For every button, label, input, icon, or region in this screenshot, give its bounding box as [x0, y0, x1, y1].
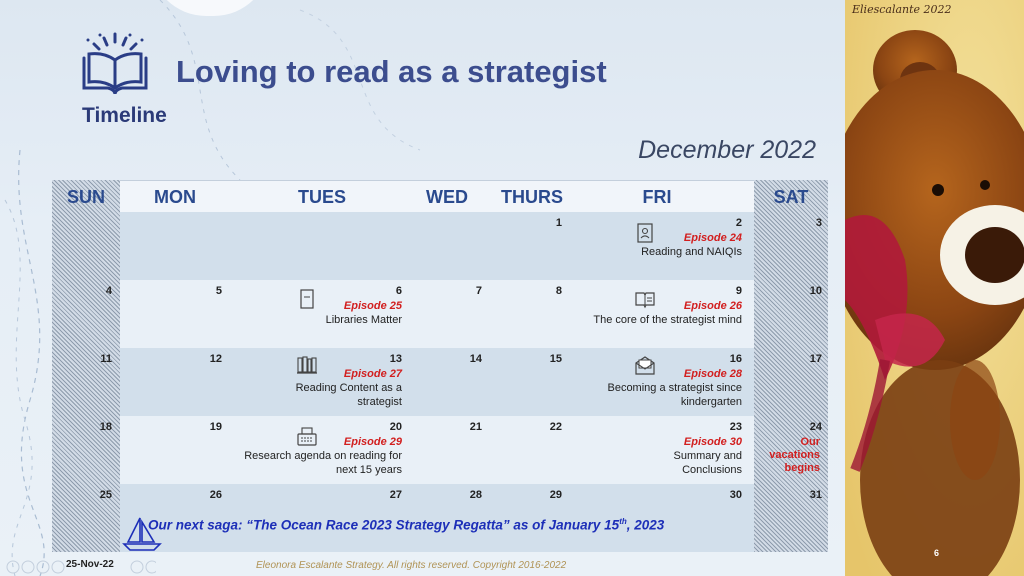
day-21: 21	[469, 421, 482, 433]
episode-title: The core of the strategist mind	[593, 314, 742, 326]
day-2: 2	[735, 217, 742, 229]
slideshow-controls[interactable]	[6, 560, 156, 574]
decorative-circle	[150, 0, 270, 16]
library-books-icon	[297, 356, 317, 374]
open-book-logo-icon	[82, 32, 148, 95]
day-25: 25	[99, 489, 112, 501]
episode-label: Episode 24	[683, 232, 742, 244]
document-icon	[300, 289, 314, 309]
day-7: 7	[475, 285, 482, 297]
saga-text-end: , 2023	[626, 517, 665, 533]
day-31: 31	[809, 489, 822, 501]
header-sat: SAT	[773, 187, 809, 207]
day-14: 14	[469, 353, 482, 365]
calendar-header-band	[120, 180, 754, 212]
day-15: 15	[549, 353, 562, 365]
episode-label: Episode 28	[683, 368, 742, 380]
week-row-2	[120, 280, 754, 348]
envelope-letter-icon	[635, 356, 655, 375]
saga-superscript: th	[619, 517, 627, 526]
header-mon: MON	[154, 187, 196, 207]
episode-title: Reading Content as a strategist	[295, 382, 402, 408]
header-thurs: THURS	[501, 187, 563, 207]
day-17: 17	[809, 353, 822, 365]
day-24: 24	[809, 421, 822, 433]
day-16: 16	[729, 353, 742, 365]
episode-label: Episode 25	[343, 300, 402, 312]
event-episode-24: Episode 24 Reading and NAIQIs	[592, 231, 742, 259]
calendar-month: December 2022	[638, 136, 816, 164]
episode-label: Episode 30	[683, 436, 742, 448]
day-18: 18	[99, 421, 112, 433]
event-episode-26: Episode 26 The core of the strategist mi…	[582, 299, 742, 327]
day-28: 28	[469, 489, 482, 501]
calendar: SUN MON TUES WED THURS FRI SAT 1 2 3 4 5…	[52, 180, 828, 552]
day-8: 8	[555, 285, 562, 297]
id-card-icon	[637, 223, 653, 243]
sailboat-icon	[122, 517, 162, 551]
event-episode-25: Episode 25 Libraries Matter	[252, 299, 402, 327]
day-19: 19	[209, 421, 222, 433]
episode-title: Libraries Matter	[325, 314, 402, 326]
saga-text: Our next saga: “The Ocean Race 2023 Stra…	[148, 517, 620, 533]
episode-title: Research agenda on reading for next 15 y…	[244, 450, 402, 476]
page-title: Loving to read as a strategist	[176, 54, 607, 89]
day-9: 9	[735, 285, 742, 297]
week-row-1	[120, 212, 754, 280]
day-27: 27	[389, 489, 402, 501]
typewriter-icon	[297, 427, 317, 446]
footer-date: 25-Nov-22	[66, 559, 114, 570]
vacation-note: Our vacations begins	[769, 436, 820, 474]
day-10: 10	[809, 285, 822, 297]
event-episode-30: Episode 30 Summary and Conclusions	[632, 435, 742, 477]
day-30: 30	[729, 489, 742, 501]
episode-title: Becoming a strategist since kindergarten	[607, 382, 742, 408]
week-row-4	[120, 416, 754, 484]
painting-signature: Eliescalante 2022	[852, 3, 952, 16]
day-23: 23	[729, 421, 742, 433]
header-sun: SUN	[66, 187, 105, 207]
next-saga-announcement: Our next saga: “The Ocean Race 2023 Stra…	[148, 517, 664, 533]
episode-title: Reading and NAIQIs	[641, 246, 742, 258]
day-22: 22	[549, 421, 562, 433]
episode-label: Episode 29	[343, 436, 402, 448]
open-book-icon	[635, 292, 655, 309]
day-26: 26	[209, 489, 222, 501]
day-20: 20	[389, 421, 402, 433]
week-row-5	[120, 484, 754, 552]
day-4: 4	[105, 285, 112, 297]
day-1: 1	[555, 217, 562, 229]
event-episode-27: Episode 27 Reading Content as a strategi…	[252, 367, 402, 409]
saturday-column	[754, 180, 828, 552]
teddy-bear-painting	[845, 0, 1024, 576]
header-wed: WED	[426, 187, 468, 207]
day-3: 3	[815, 217, 822, 229]
page-subtitle: Timeline	[82, 104, 167, 127]
day-6: 6	[395, 285, 402, 297]
event-episode-28: Episode 28 Becoming a strategist since k…	[582, 367, 742, 409]
footer-copyright: Eleonora Escalante Strategy. All rights …	[256, 560, 567, 571]
episode-title: Summary and Conclusions	[673, 450, 742, 476]
event-episode-29: Episode 29 Research agenda on reading fo…	[232, 435, 402, 477]
header-fri: FRI	[642, 187, 672, 207]
day-5: 5	[215, 285, 222, 297]
sunday-column	[52, 180, 120, 552]
day-29: 29	[549, 489, 562, 501]
slide-number: 6	[934, 548, 940, 558]
header-tues: TUES	[297, 187, 346, 207]
day-11: 11	[100, 353, 112, 365]
episode-label: Episode 26	[683, 300, 742, 312]
day-13: 13	[389, 353, 402, 365]
episode-label: Episode 27	[343, 368, 402, 380]
day-12: 12	[209, 353, 222, 365]
